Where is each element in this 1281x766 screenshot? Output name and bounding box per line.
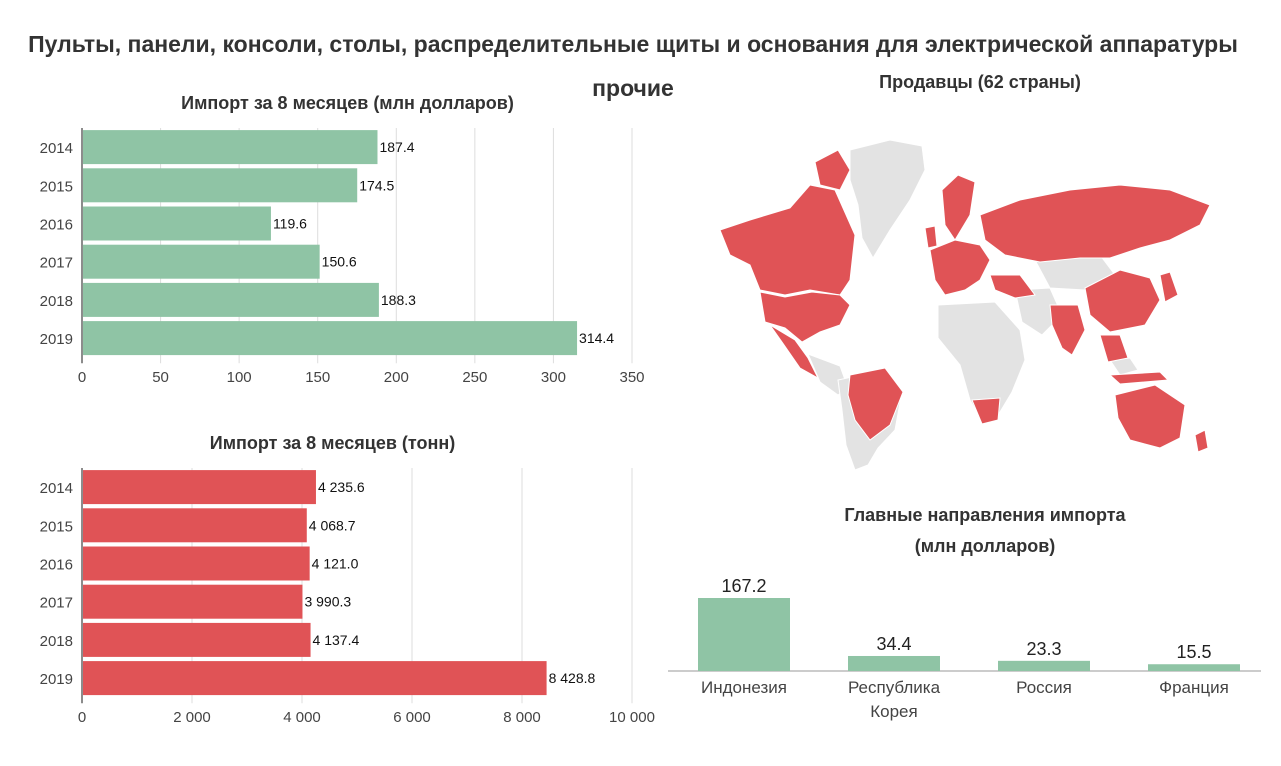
mexico-shape xyxy=(769,324,820,380)
y-category-label: 2018 xyxy=(40,633,73,650)
se-asia-shape xyxy=(1099,334,1129,363)
arctic-islands-shape xyxy=(814,149,851,191)
indonesia-shape xyxy=(1108,371,1170,385)
bar-Франция xyxy=(1148,664,1240,671)
x-tick-label: 10 000 xyxy=(609,709,655,726)
bar-2018 xyxy=(83,622,311,657)
bar-Индонезия xyxy=(698,598,790,671)
x-category-label: Республика xyxy=(848,678,941,697)
bar-value-label: 4 121.0 xyxy=(312,556,359,572)
bar-2018 xyxy=(83,282,379,317)
x-category-label: Франция xyxy=(1159,678,1229,697)
x-tick-label: 8 000 xyxy=(503,709,541,726)
y-category-label: 2014 xyxy=(40,140,73,157)
map-title: Продавцы (62 страны) xyxy=(879,72,1081,92)
y-category-label: 2017 xyxy=(40,255,73,272)
x-tick-label: 4 000 xyxy=(283,709,321,726)
bar-2019 xyxy=(83,661,547,696)
x-category-label: Корея xyxy=(870,702,917,721)
x-tick-label: 150 xyxy=(305,369,330,386)
bar-value-label: 150.6 xyxy=(322,254,357,270)
india-shape xyxy=(1049,304,1086,356)
bar-2017 xyxy=(83,584,303,619)
x-tick-label: 350 xyxy=(619,369,644,386)
south-africa-shape xyxy=(971,397,1001,425)
brazil-shape xyxy=(847,367,904,441)
bar-2015 xyxy=(83,168,358,203)
x-tick-label: 2 000 xyxy=(173,709,211,726)
bar-value-label: 4 235.6 xyxy=(318,479,365,495)
uk-shape xyxy=(924,225,938,249)
chart-tons: 0 2 000 4 000 6 000 8 000 10 000 4 235.6 2014 4 … xyxy=(40,468,655,726)
chart-usd: 0 50 100 150 200 250 300 350 187.4 2014 174.5 2015 1… xyxy=(40,128,645,386)
x-tick-label: 100 xyxy=(227,369,252,386)
bar-value-label: 187.4 xyxy=(379,139,414,155)
bar-2019 xyxy=(83,321,578,356)
chart-dest-title: Главные направления импорта xyxy=(844,505,1126,525)
bar-Республика Корея xyxy=(848,655,940,671)
bar-2014 xyxy=(83,130,378,165)
y-category-label: 2015 xyxy=(40,178,73,195)
bar-2015 xyxy=(83,508,307,543)
china-shape xyxy=(1084,269,1161,333)
y-category-label: 2017 xyxy=(40,595,73,612)
bar-value-label: 8 428.8 xyxy=(549,670,596,686)
bar-value-label: 174.5 xyxy=(359,177,394,193)
europe-shape xyxy=(929,239,991,296)
bar-value-label: 188.3 xyxy=(381,292,416,308)
chart-tons-title: Импорт за 8 месяцев (тонн) xyxy=(209,433,456,453)
x-tick-label: 50 xyxy=(152,369,169,386)
sellers-map xyxy=(690,130,1211,475)
chart-usd-title: Импорт за 8 месяцев (млн долларов) xyxy=(181,93,514,113)
bar-value-label: 314.4 xyxy=(579,330,614,346)
x-tick-label: 250 xyxy=(462,369,487,386)
bar-2016 xyxy=(83,546,310,581)
x-category-label: Индонезия xyxy=(701,678,787,697)
chart-dest-subtitle: (млн долларов) xyxy=(914,536,1056,556)
x-tick-label: 6 000 xyxy=(393,709,431,726)
bar-2014 xyxy=(83,470,316,505)
y-category-label: 2019 xyxy=(40,331,73,348)
seller-countries xyxy=(719,149,1211,453)
world-map-svg xyxy=(719,139,1211,471)
australia-shape xyxy=(1114,384,1186,449)
bar-2016 xyxy=(83,206,271,241)
y-category-label: 2014 xyxy=(40,480,73,497)
x-tick-label: 0 xyxy=(78,709,86,726)
bar-value-label: 4 068.7 xyxy=(309,517,356,533)
x-tick-label: 0 xyxy=(78,369,86,386)
canada-shape xyxy=(719,184,856,296)
bar-value-label: 167.2 xyxy=(721,576,766,596)
turkey-iran-shape xyxy=(989,274,1036,299)
bar-value-label: 119.6 xyxy=(273,216,307,232)
bar-value-label: 4 137.4 xyxy=(313,632,360,648)
bar-value-label: 23.3 xyxy=(1026,639,1061,659)
y-category-label: 2015 xyxy=(40,518,73,535)
bar-Россия xyxy=(998,660,1090,671)
y-category-label: 2019 xyxy=(40,671,73,688)
bar-2017 xyxy=(83,244,320,279)
greenland-shape xyxy=(849,139,926,259)
usa-shape xyxy=(759,291,851,343)
scandinavia-shape xyxy=(941,174,976,241)
y-category-label: 2016 xyxy=(40,217,73,234)
x-tick-label: 200 xyxy=(384,369,409,386)
new-zealand-shape xyxy=(1194,429,1209,453)
y-category-label: 2016 xyxy=(40,557,73,574)
russia-shape xyxy=(979,184,1211,263)
africa-shape xyxy=(937,301,1026,423)
chart-dest: 167.2 Индонезия 34.4 Республика Корея 23.3 Рос… xyxy=(668,576,1261,721)
x-category-label: Россия xyxy=(1016,678,1072,697)
bar-value-label: 3 990.3 xyxy=(304,594,351,610)
x-tick-label: 300 xyxy=(541,369,566,386)
bar-value-label: 15.5 xyxy=(1176,642,1211,662)
bar-value-label: 34.4 xyxy=(876,634,911,654)
y-category-label: 2018 xyxy=(40,293,73,310)
korea-japan-shape xyxy=(1159,271,1179,303)
main-title: Пульты, панели, консоли, столы, распреде… xyxy=(28,31,1238,101)
